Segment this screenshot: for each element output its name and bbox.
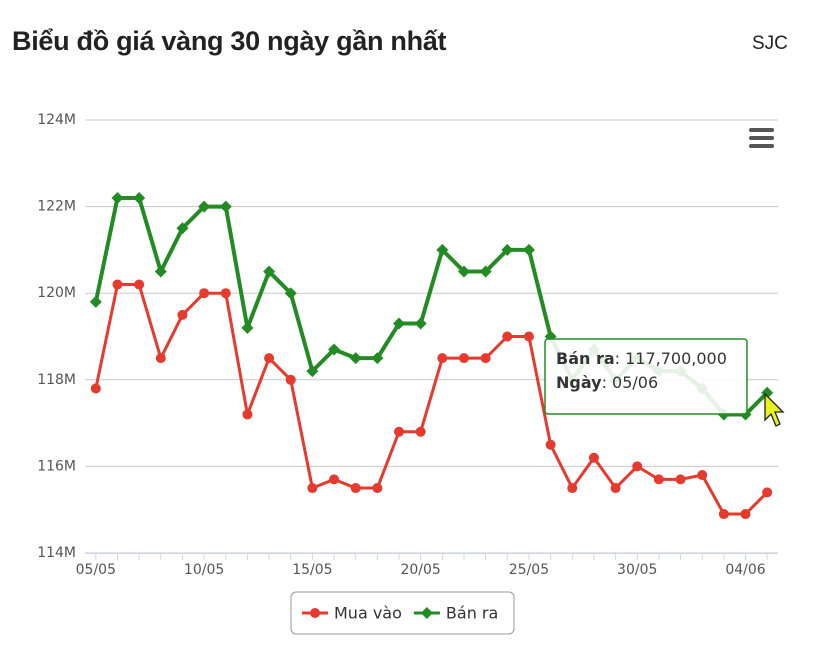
- menu-bar: [749, 128, 774, 132]
- y-tick-label: 116M: [37, 458, 76, 474]
- point: [199, 288, 210, 299]
- tooltip-value: : 117,700,000: [615, 349, 727, 368]
- menu-bar: [749, 136, 774, 140]
- brand: SJC: [752, 33, 788, 54]
- point: [307, 483, 318, 494]
- point: [479, 265, 492, 278]
- point: [502, 331, 513, 342]
- tooltip-line: Ngày: 05/06: [556, 373, 658, 392]
- point: [761, 386, 774, 399]
- point: [480, 353, 491, 364]
- tooltip-value: : 05/06: [602, 373, 659, 392]
- y-tick-label: 114M: [37, 545, 76, 561]
- tooltip-line: Bán ra: 117,700,000: [556, 349, 727, 368]
- point: [372, 483, 383, 494]
- point: [436, 243, 449, 256]
- point: [219, 200, 232, 213]
- legend-item[interactable]: Mua vào: [302, 604, 402, 623]
- cursor: [764, 392, 785, 427]
- y-tick-label: 120M: [37, 285, 76, 301]
- point: [176, 222, 189, 235]
- point: [675, 474, 686, 485]
- x-tick-label: 10/05: [184, 562, 224, 578]
- x-tick-label: 04/06: [725, 562, 765, 578]
- point: [458, 353, 469, 364]
- point: [437, 353, 448, 364]
- point: [350, 483, 361, 494]
- y-tick-label: 118M: [37, 372, 76, 388]
- point: [111, 191, 124, 204]
- legend-label: Mua vào: [334, 604, 402, 623]
- x-tick-label: 20/05: [400, 562, 440, 578]
- point: [653, 474, 664, 485]
- point: [414, 317, 427, 330]
- legend[interactable]: Mua vào Bán ra: [290, 591, 515, 635]
- point: [393, 317, 406, 330]
- y-tick-label: 124M: [37, 112, 76, 128]
- point: [284, 287, 297, 300]
- point: [328, 343, 341, 356]
- menu-button[interactable]: [749, 128, 774, 148]
- point: [632, 461, 643, 472]
- point: [285, 374, 296, 385]
- point: [306, 365, 319, 378]
- legend-item[interactable]: Bán ra: [413, 604, 498, 623]
- point: [567, 483, 578, 494]
- point: [198, 200, 211, 213]
- legend-marker: [420, 607, 433, 619]
- point: [457, 265, 470, 278]
- tooltip: Bán ra: 117,700,000 Ngày: 05/06: [544, 338, 748, 415]
- point: [220, 288, 231, 299]
- tooltip-label: Ngày: [556, 373, 602, 392]
- point: [588, 452, 599, 463]
- point: [349, 352, 362, 365]
- point: [522, 243, 535, 256]
- x-tick-label: 05/05: [76, 562, 116, 578]
- tooltip-label: Bán ra: [556, 349, 615, 368]
- y-tick-label: 122M: [37, 199, 76, 215]
- point: [523, 331, 534, 342]
- point: [263, 265, 276, 278]
- point: [740, 509, 751, 520]
- point: [762, 487, 773, 498]
- point: [415, 426, 426, 437]
- point: [242, 409, 253, 420]
- x-tick-label: 30/05: [617, 562, 657, 578]
- point: [89, 295, 102, 308]
- legend-box: [290, 591, 515, 635]
- legend-label: Bán ra: [446, 604, 498, 623]
- tooltip-box: [544, 338, 748, 415]
- point: [134, 279, 145, 290]
- point: [545, 439, 556, 450]
- point: [371, 352, 384, 365]
- menu-bar: [749, 144, 774, 148]
- x-tick-label: 15/05: [292, 562, 332, 578]
- point: [718, 509, 729, 520]
- x-tick-label: 25/05: [509, 562, 549, 578]
- point: [155, 353, 166, 364]
- point: [177, 309, 188, 320]
- point: [154, 265, 167, 278]
- point: [133, 191, 146, 204]
- point: [90, 383, 101, 394]
- point: [329, 474, 340, 485]
- point: [241, 321, 254, 334]
- point: [394, 426, 405, 437]
- point: [610, 483, 621, 494]
- legend-marker: [310, 608, 320, 618]
- point: [697, 470, 708, 481]
- point: [112, 279, 123, 290]
- point: [501, 243, 514, 256]
- title: Biểu đồ giá vàng 30 ngày gần nhất: [12, 26, 447, 56]
- point: [264, 353, 275, 364]
